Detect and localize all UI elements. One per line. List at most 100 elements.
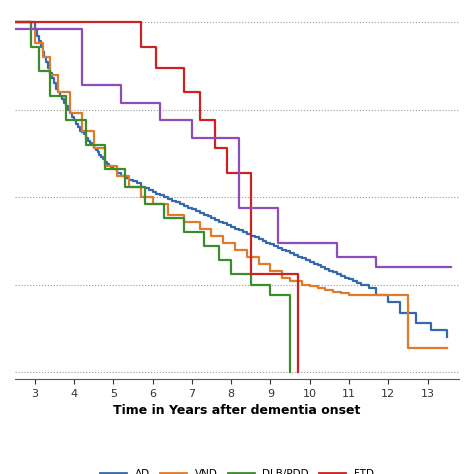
AD: [193, 208, 199, 214]
VND: [102, 163, 108, 168]
DLB/PDD: [267, 292, 273, 298]
Other: [275, 240, 281, 246]
AD: [107, 163, 112, 168]
VND: [79, 128, 85, 133]
AD: [385, 299, 391, 305]
DLB/PDD: [287, 369, 293, 375]
VND: [209, 233, 214, 238]
VND: [444, 345, 450, 351]
Other: [236, 135, 242, 140]
DLB/PDD: [181, 229, 187, 235]
VND: [220, 240, 226, 246]
VND: [346, 292, 352, 298]
VND: [287, 278, 293, 284]
DLB/PDD: [83, 142, 89, 147]
FTD: [197, 117, 202, 123]
FTD: [295, 271, 301, 277]
Other: [189, 117, 195, 123]
FTD: [197, 89, 202, 95]
AD: [244, 231, 250, 237]
VND: [279, 275, 285, 281]
AD: [287, 250, 293, 256]
DLB/PDD: [142, 201, 147, 207]
FTD: [181, 89, 187, 95]
Other: [157, 117, 163, 123]
Other: [374, 264, 379, 270]
VND: [232, 247, 238, 253]
DLB/PDD: [228, 271, 234, 277]
Legend: AD, VND, DLB/PDD, FTD: AD, VND, DLB/PDD, FTD: [96, 465, 378, 474]
VND: [393, 292, 399, 298]
DLB/PDD: [63, 117, 69, 123]
DLB/PDD: [47, 93, 53, 99]
VND: [181, 219, 187, 225]
VND: [32, 40, 37, 46]
VND: [330, 289, 336, 294]
AD: [444, 334, 450, 340]
Line: VND: VND: [15, 22, 447, 348]
Other: [374, 254, 379, 259]
VND: [299, 282, 305, 288]
Other: [189, 135, 195, 140]
FTD: [154, 64, 159, 70]
Line: FTD: FTD: [15, 22, 298, 372]
Other: [275, 205, 281, 210]
FTD: [224, 145, 230, 151]
VND: [40, 54, 46, 60]
DLB/PDD: [217, 257, 222, 263]
VND: [150, 201, 155, 207]
Other: [236, 205, 242, 210]
VND: [315, 285, 320, 291]
FTD: [138, 44, 144, 49]
Other: [118, 82, 124, 88]
FTD: [248, 271, 254, 277]
Other: [157, 100, 163, 105]
VND: [267, 268, 273, 273]
VND: [165, 212, 171, 218]
DLB/PDD: [28, 44, 34, 49]
Other: [12, 26, 18, 32]
VND: [91, 145, 96, 151]
VND: [55, 89, 61, 95]
VND: [338, 291, 344, 296]
Other: [334, 254, 340, 259]
FTD: [212, 117, 218, 123]
VND: [256, 261, 262, 266]
VND: [197, 226, 202, 231]
Other: [334, 240, 340, 246]
Line: DLB/PDD: DLB/PDD: [15, 22, 290, 372]
DLB/PDD: [36, 68, 41, 74]
FTD: [295, 369, 301, 375]
VND: [67, 110, 73, 116]
AD: [264, 240, 269, 246]
FTD: [154, 44, 159, 49]
Other: [448, 264, 454, 270]
VND: [126, 184, 132, 190]
VND: [114, 173, 120, 179]
DLB/PDD: [162, 215, 167, 221]
X-axis label: Time in Years after dementia onset: Time in Years after dementia onset: [113, 404, 361, 418]
FTD: [212, 145, 218, 151]
AD: [12, 19, 18, 25]
FTD: [12, 19, 18, 25]
DLB/PDD: [201, 243, 207, 249]
FTD: [224, 170, 230, 175]
DLB/PDD: [102, 166, 108, 172]
FTD: [181, 64, 187, 70]
VND: [323, 287, 328, 293]
VND: [405, 345, 411, 351]
VND: [307, 283, 312, 289]
VND: [138, 194, 144, 200]
DLB/PDD: [12, 19, 18, 25]
FTD: [248, 170, 254, 175]
Line: Other: Other: [15, 29, 451, 267]
FTD: [138, 19, 144, 25]
Other: [118, 100, 124, 105]
VND: [47, 72, 53, 77]
Other: [79, 82, 85, 88]
Other: [79, 26, 85, 32]
VND: [12, 19, 18, 25]
Line: AD: AD: [15, 22, 447, 337]
VND: [244, 254, 250, 259]
DLB/PDD: [248, 282, 254, 288]
